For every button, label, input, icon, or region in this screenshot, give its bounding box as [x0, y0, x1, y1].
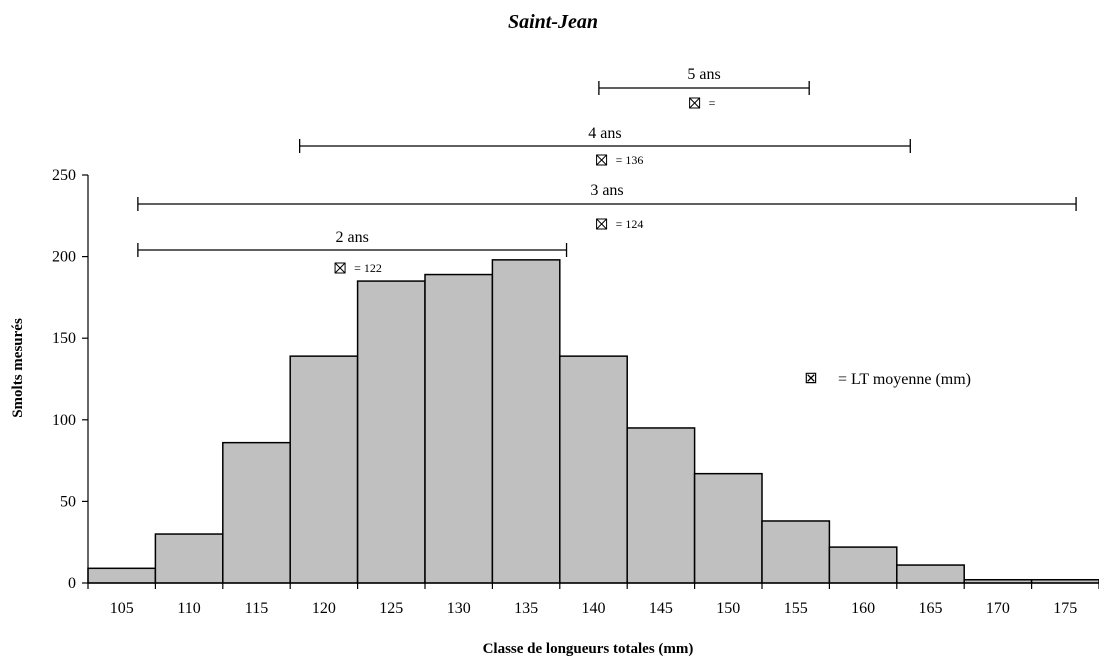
bar-135	[491, 259, 561, 584]
x-tick-label: 165	[919, 600, 943, 617]
mean-value-label: = 124	[616, 217, 644, 231]
mean-marker-icon	[689, 97, 701, 109]
range-label: 5 ans	[687, 66, 720, 83]
y-tick-label: 200	[52, 249, 76, 266]
mean-marker-icon	[334, 262, 346, 274]
x-tick-label: 115	[245, 600, 268, 617]
bars-layer	[87, 259, 1099, 584]
x-tick-label: 105	[110, 600, 134, 617]
mean-value-label: = 122	[354, 261, 382, 275]
x-tick-label: 150	[716, 600, 740, 617]
bar-160	[828, 546, 898, 584]
x-axis-title: Classe de longueurs totales (mm)	[483, 641, 694, 657]
range-label: 3 ans	[590, 182, 623, 199]
bar-105	[87, 567, 157, 584]
bar-130	[424, 273, 494, 584]
mean-value-label: = 136	[616, 153, 644, 167]
x-tick-label: 125	[379, 600, 403, 617]
range-label: 4 ans	[588, 125, 621, 142]
age-ranges: 5 ans = 4 ans = 136 3 ans = 124 2 ans = 122	[137, 66, 1077, 275]
x-tick-label: 175	[1053, 600, 1077, 617]
age-range-3-ans: 3 ans = 124	[137, 182, 1077, 231]
bar-165	[896, 564, 965, 584]
y-tick-label: 50	[60, 493, 76, 510]
mean-value-label: =	[709, 96, 716, 110]
y-tick-label: 150	[52, 330, 76, 347]
bar-125	[356, 280, 426, 584]
y-tick-label: 250	[52, 167, 76, 184]
bar-140	[559, 355, 628, 584]
x-tick-label: 110	[177, 600, 200, 617]
range-label: 2 ans	[336, 229, 369, 246]
legend-symbol-icon: ⊠	[804, 370, 817, 387]
bar-115	[222, 441, 291, 584]
legend: ⊠ = LT moyenne (mm)	[804, 370, 971, 388]
x-tick-label: 170	[986, 600, 1010, 617]
bar-120	[289, 355, 359, 584]
y-tick-label: 0	[68, 575, 76, 592]
age-range-2-ans: 2 ans = 122	[137, 229, 568, 275]
chart-title: Saint-Jean	[508, 11, 598, 33]
age-range-5-ans: 5 ans =	[598, 66, 810, 110]
bar-145	[626, 427, 696, 584]
mean-marker-icon	[596, 154, 608, 166]
y-tick-label: 100	[52, 412, 76, 429]
y-axis-title: Smolts mesurés	[10, 318, 26, 418]
legend-label: = LT moyenne (mm)	[838, 371, 971, 388]
bar-110	[154, 533, 224, 584]
y-axis: 0 50 100 150 200 250	[52, 167, 89, 592]
x-tick-label: 140	[582, 600, 606, 617]
mean-marker-icon	[596, 218, 608, 230]
age-range-4-ans: 4 ans = 136	[298, 125, 911, 167]
bar-150	[693, 472, 763, 584]
x-tick-label: 145	[649, 600, 673, 617]
x-tick-label: 130	[447, 600, 471, 617]
x-tick-label: 120	[312, 600, 336, 617]
x-tick-label: 160	[851, 600, 875, 617]
x-tick-label: 135	[514, 600, 538, 617]
bar-155	[761, 520, 831, 584]
x-tick-label: 155	[784, 600, 808, 617]
x-axis: 105 110 115 120 125 130 135 140 145 150 155 160 165 1…	[87, 582, 1099, 617]
